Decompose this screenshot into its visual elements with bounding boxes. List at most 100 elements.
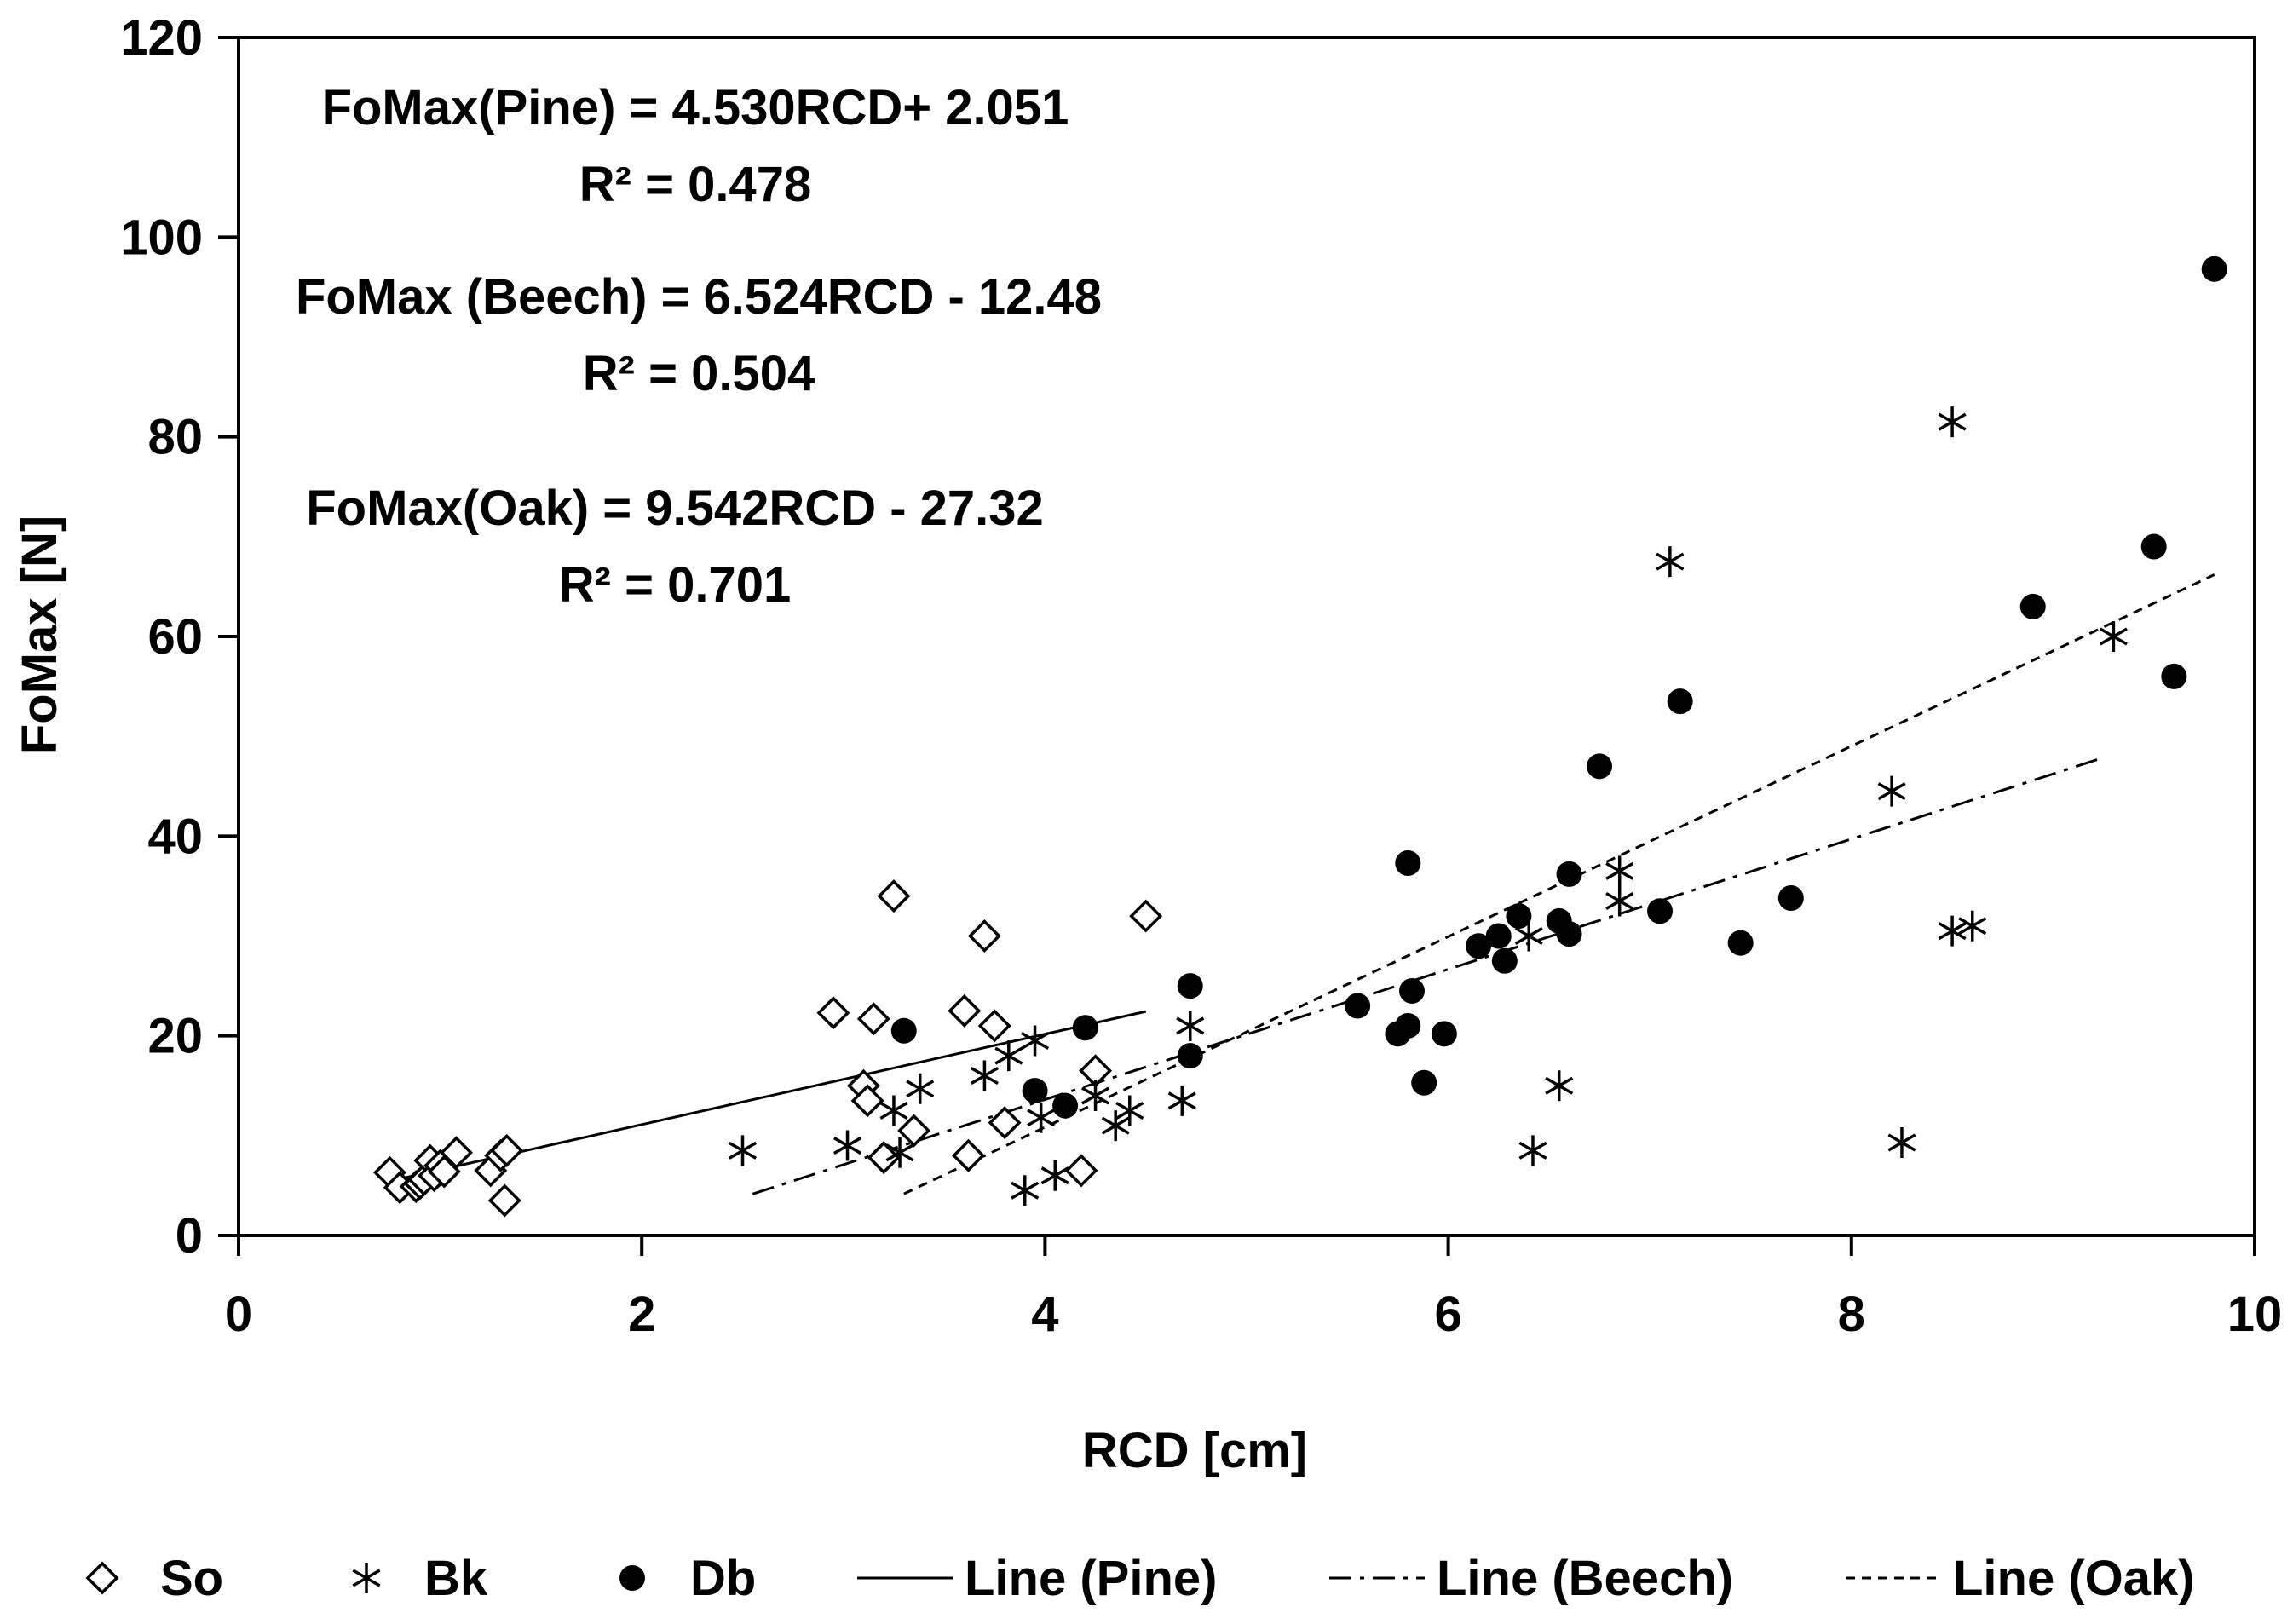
bk-point — [1656, 546, 1685, 578]
beech-equation-label: FoMax (Beech) = 6.524RCD - 12.48 — [296, 269, 1102, 325]
db-point — [1345, 993, 1371, 1019]
bk-point — [1040, 1160, 1069, 1191]
bk-point — [1021, 1025, 1050, 1057]
so-point — [977, 1009, 1011, 1043]
db-point — [2201, 256, 2227, 282]
db-point — [1399, 977, 1426, 1004]
db-point — [1777, 884, 1804, 911]
db-point — [1052, 1092, 1079, 1119]
legend-asterisk-icon — [352, 1563, 381, 1593]
bk-point — [1887, 1127, 1916, 1159]
db-point — [1667, 688, 1693, 715]
oak-equation-label: FoMax(Oak) = 9.542RCD - 27.32 — [306, 481, 1044, 536]
db-point — [1556, 921, 1582, 947]
beech-r2-label: R² = 0.504 — [583, 346, 815, 401]
legend-item-so: So — [85, 1551, 223, 1606]
x-tick-label: 2 — [628, 1287, 655, 1342]
bk-point — [1081, 1080, 1110, 1111]
legend: So Bk Db Line (Pine) Line (Beech) Line (Oak) — [85, 1551, 2195, 1606]
series-db — [890, 256, 2227, 1119]
y-tick-label: 100 — [120, 210, 203, 265]
bk-point — [1176, 1010, 1205, 1041]
x-tick-label: 4 — [1031, 1287, 1058, 1342]
y-tick-label: 120 — [120, 10, 203, 66]
legend-item-line-beech: Line (Beech) — [1329, 1551, 1733, 1606]
y-tick-label: 20 — [147, 1009, 203, 1064]
db-point — [1727, 930, 1754, 956]
bk-point — [1167, 1085, 1196, 1116]
bk-point — [885, 1137, 914, 1168]
bk-point — [994, 1040, 1023, 1072]
bk-point — [1605, 885, 1634, 917]
y-tick-label: 40 — [147, 809, 203, 864]
db-point — [1022, 1078, 1048, 1104]
db-point — [1072, 1015, 1098, 1041]
x-tick-label: 10 — [2227, 1287, 2283, 1342]
so-point — [1064, 1154, 1098, 1188]
so-point — [856, 1002, 890, 1036]
bk-point — [2099, 621, 2128, 652]
bk-point — [906, 1073, 935, 1104]
y-tick-label: 60 — [147, 609, 203, 665]
db-point — [2140, 533, 2167, 560]
legend-label: So — [160, 1551, 223, 1606]
bk-point — [1938, 406, 1967, 438]
bk-point — [1958, 910, 1987, 942]
so-point — [967, 919, 1001, 953]
legend-item-db: Db — [619, 1551, 756, 1606]
legend-label: Line (Beech) — [1437, 1551, 1733, 1606]
legend-label: Line (Oak) — [1953, 1551, 2195, 1606]
db-point — [1587, 753, 1613, 780]
db-point — [1177, 1043, 1203, 1069]
x-tick-label: 0 — [225, 1287, 252, 1342]
bk-point — [728, 1135, 758, 1166]
legend-item-line-pine: Line (Pine) — [857, 1551, 1217, 1606]
so-point — [487, 1183, 521, 1218]
bk-point — [1877, 775, 1906, 807]
trendline-beech — [752, 756, 2105, 1195]
bk-point — [1605, 855, 1634, 887]
db-point — [1395, 849, 1421, 876]
marker-layer — [372, 256, 2227, 1218]
legend-item-bk: Bk — [352, 1551, 488, 1606]
annotation-block: FoMax(Pine) = 4.530RCD+ 2.051 R² = 0.478… — [296, 80, 1102, 613]
bk-point — [879, 1095, 908, 1126]
legend-item-line-oak: Line (Oak) — [1846, 1551, 2195, 1606]
so-point — [490, 1133, 524, 1167]
db-point — [1395, 1012, 1421, 1039]
series-bk — [728, 406, 2128, 1206]
so-point — [867, 1141, 901, 1175]
db-point — [1491, 947, 1518, 974]
oak-r2-label: R² = 0.701 — [559, 557, 791, 613]
y-axis-title: FoMax [N] — [12, 515, 67, 754]
so-point — [988, 1106, 1022, 1140]
bk-point — [1101, 1110, 1130, 1142]
db-point — [1177, 973, 1203, 999]
legend-label: Db — [690, 1551, 756, 1606]
bk-point — [1518, 1135, 1547, 1166]
bk-point — [1027, 1102, 1056, 1133]
so-point — [1129, 899, 1163, 933]
y-tick-label: 80 — [147, 410, 203, 465]
so-point — [850, 1084, 884, 1118]
bk-point — [1545, 1070, 1574, 1102]
db-point — [1647, 898, 1674, 924]
bk-point — [1514, 920, 1543, 952]
db-point — [890, 1017, 917, 1044]
db-point — [2161, 663, 2187, 689]
db-point — [2019, 593, 2046, 619]
bk-point — [970, 1060, 999, 1091]
so-point — [948, 993, 982, 1028]
db-point — [1506, 903, 1532, 930]
so-point — [952, 1138, 985, 1172]
legend-dot-icon — [619, 1565, 645, 1591]
pine-r2-label: R² = 0.478 — [579, 157, 811, 212]
so-point — [816, 996, 850, 1030]
x-axis-title: RCD [cm] — [1082, 1423, 1307, 1478]
x-tick-label: 8 — [1838, 1287, 1865, 1342]
legend-diamond-icon — [85, 1561, 119, 1595]
db-point — [1485, 923, 1512, 949]
